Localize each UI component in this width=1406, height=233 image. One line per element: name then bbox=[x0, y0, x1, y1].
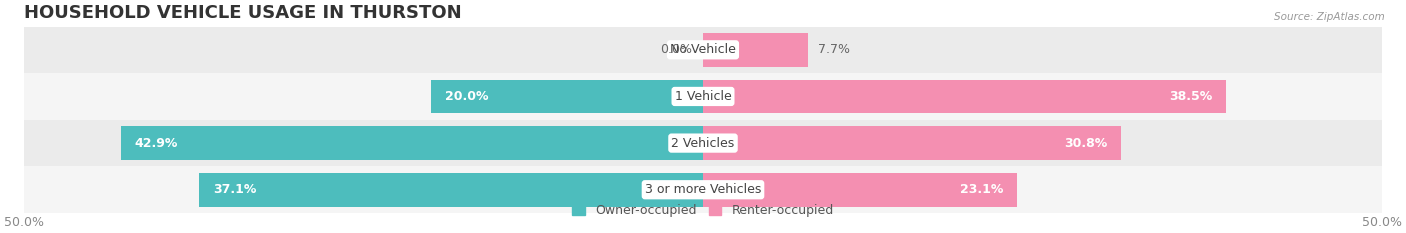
Bar bbox=[432, 80, 703, 113]
Bar bbox=[703, 80, 1226, 113]
Text: No Vehicle: No Vehicle bbox=[671, 43, 735, 56]
Bar bbox=[200, 173, 703, 206]
Text: 23.1%: 23.1% bbox=[960, 183, 1002, 196]
Bar bbox=[24, 27, 1382, 73]
Text: 37.1%: 37.1% bbox=[212, 183, 256, 196]
Text: 42.9%: 42.9% bbox=[134, 137, 177, 150]
Bar bbox=[703, 173, 1017, 206]
Bar bbox=[24, 120, 1382, 166]
Text: 38.5%: 38.5% bbox=[1168, 90, 1212, 103]
Bar bbox=[703, 126, 1121, 160]
Text: 3 or more Vehicles: 3 or more Vehicles bbox=[645, 183, 761, 196]
Text: 30.8%: 30.8% bbox=[1064, 137, 1108, 150]
Text: 1 Vehicle: 1 Vehicle bbox=[675, 90, 731, 103]
Text: 2 Vehicles: 2 Vehicles bbox=[672, 137, 734, 150]
Bar bbox=[24, 166, 1382, 213]
Bar bbox=[121, 126, 703, 160]
Text: 7.7%: 7.7% bbox=[818, 43, 851, 56]
Bar bbox=[24, 73, 1382, 120]
Legend: Owner-occupied, Renter-occupied: Owner-occupied, Renter-occupied bbox=[568, 199, 838, 222]
Text: 20.0%: 20.0% bbox=[446, 90, 488, 103]
Text: HOUSEHOLD VEHICLE USAGE IN THURSTON: HOUSEHOLD VEHICLE USAGE IN THURSTON bbox=[24, 4, 461, 22]
Text: Source: ZipAtlas.com: Source: ZipAtlas.com bbox=[1274, 12, 1385, 22]
Text: 0.0%: 0.0% bbox=[661, 43, 692, 56]
Bar bbox=[703, 33, 807, 67]
